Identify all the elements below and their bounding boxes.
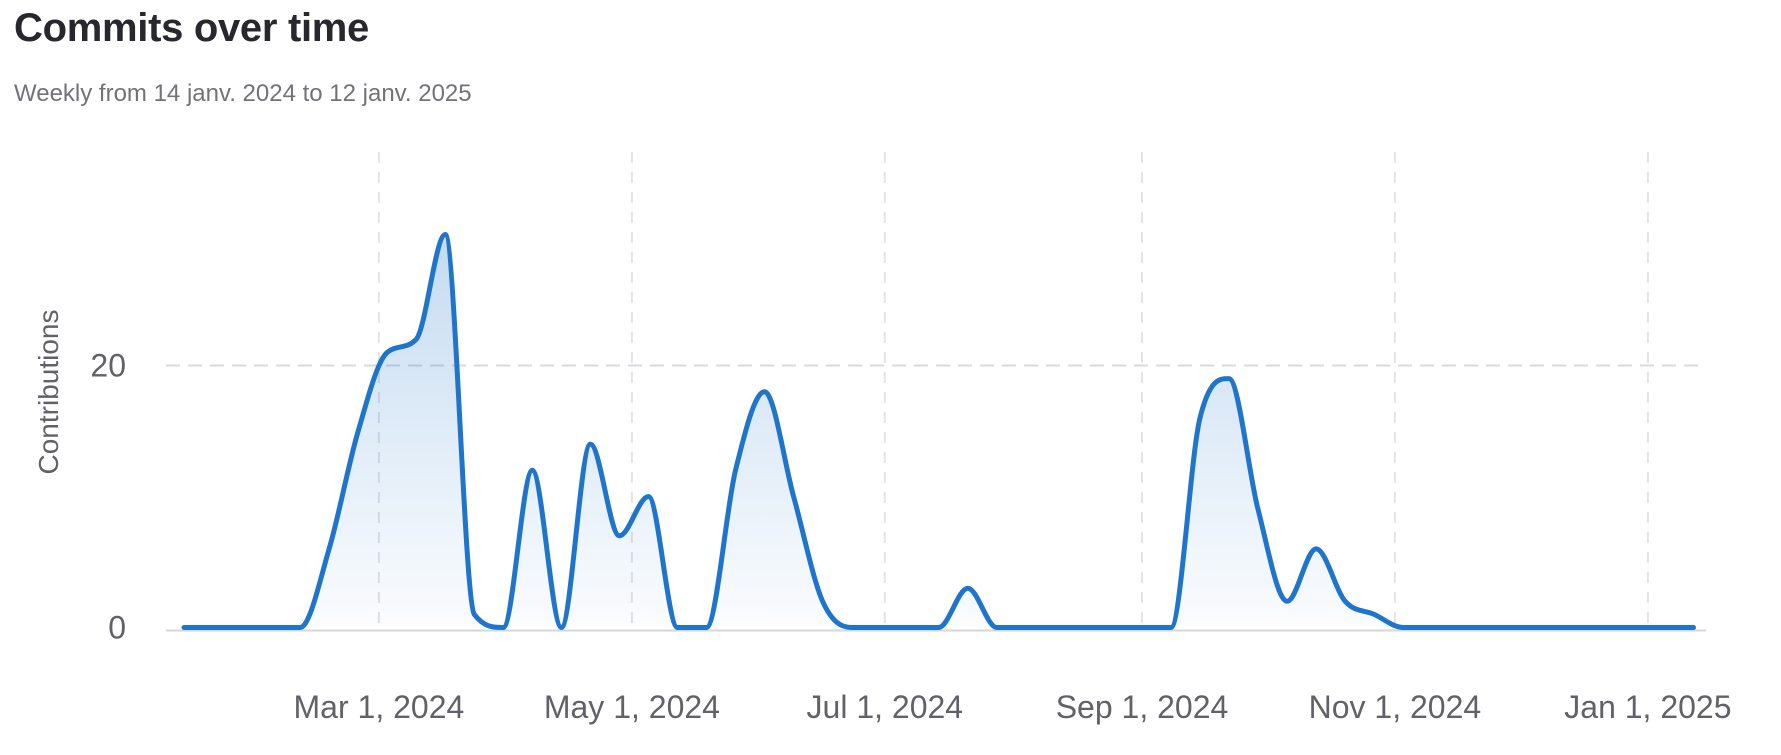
commits-line — [181, 232, 1696, 630]
commits-area-fill — [184, 234, 1694, 628]
x-axis-label: Sep 1, 2024 — [1056, 689, 1229, 725]
y-axis-title: Contributions — [33, 310, 64, 475]
y-axis-tick-label: 20 — [90, 348, 126, 384]
x-axis-label: May 1, 2024 — [544, 689, 720, 725]
chart-title: Commits over time — [14, 6, 369, 50]
x-axis-label: Nov 1, 2024 — [1309, 689, 1482, 725]
y-axis-tick-label: 0 — [108, 610, 126, 646]
chart-subtitle: Weekly from 14 janv. 2024 to 12 janv. 20… — [14, 80, 472, 107]
x-axis-label: Jan 1, 2025 — [1564, 689, 1731, 725]
x-axis-label: Jul 1, 2024 — [807, 689, 964, 725]
x-axis-label: Mar 1, 2024 — [294, 689, 465, 725]
